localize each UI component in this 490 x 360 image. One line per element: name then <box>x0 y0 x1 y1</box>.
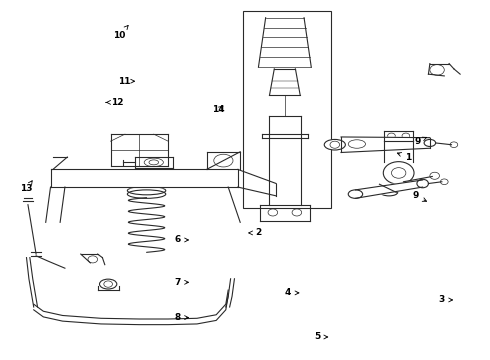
Text: 10: 10 <box>113 26 128 40</box>
Text: 5: 5 <box>314 333 328 342</box>
Ellipse shape <box>99 279 117 289</box>
Text: 12: 12 <box>106 98 124 107</box>
Text: 9: 9 <box>415 137 427 146</box>
Text: 3: 3 <box>439 296 453 305</box>
Polygon shape <box>355 180 423 198</box>
Text: 9: 9 <box>412 192 427 201</box>
Ellipse shape <box>324 139 345 150</box>
Text: 6: 6 <box>174 235 189 244</box>
Text: 14: 14 <box>212 105 225 114</box>
Polygon shape <box>341 137 430 153</box>
Text: 1: 1 <box>397 153 412 162</box>
Ellipse shape <box>424 139 436 147</box>
Polygon shape <box>50 170 238 187</box>
Text: 13: 13 <box>20 181 33 193</box>
Text: 7: 7 <box>174 278 189 287</box>
Text: 4: 4 <box>285 288 299 297</box>
Text: 11: 11 <box>118 77 135 86</box>
Text: 2: 2 <box>249 229 262 238</box>
Ellipse shape <box>417 179 428 188</box>
Text: 8: 8 <box>174 313 189 322</box>
Bar <box>243 11 331 208</box>
Ellipse shape <box>348 190 363 198</box>
